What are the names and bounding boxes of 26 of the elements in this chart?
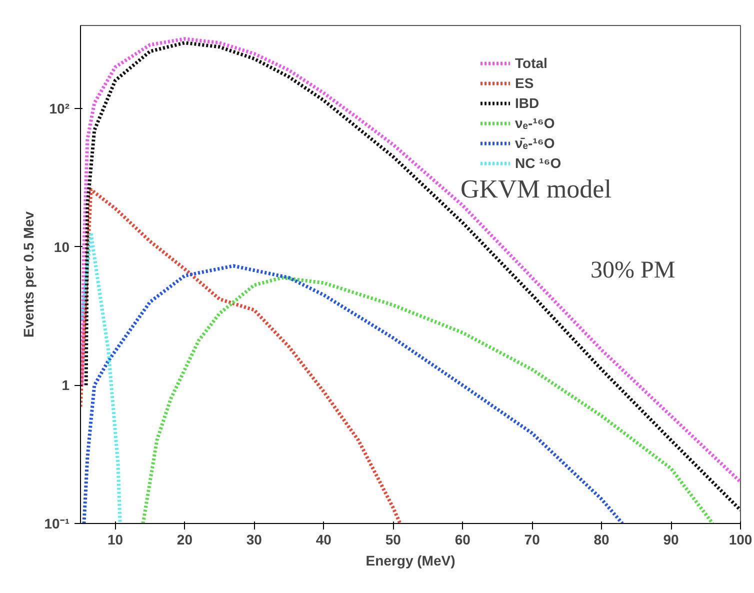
y-tick-label: 10² xyxy=(49,100,70,117)
x-axis-title: Energy (MeV) xyxy=(366,552,456,568)
x-tick-label: 70 xyxy=(524,532,540,548)
x-tick-label: 90 xyxy=(663,532,680,548)
y-tick-label: 10 xyxy=(54,238,70,255)
x-tick-label: 20 xyxy=(176,532,193,548)
annotation: GKVM model xyxy=(460,174,612,204)
legend-label: NC ¹⁶O xyxy=(515,155,562,171)
y-tick-label: 10⁻¹ xyxy=(44,516,70,532)
legend-label: IBD xyxy=(515,95,540,111)
x-tick-label: 80 xyxy=(594,532,610,548)
legend-label: ES xyxy=(515,75,535,91)
x-tick-label: 50 xyxy=(385,532,402,548)
y-axis-title: Events per 0.5 Mev xyxy=(20,211,36,338)
line-series xyxy=(80,188,402,524)
legend-label: Total xyxy=(515,55,548,71)
x-tick-label: 10 xyxy=(107,532,124,548)
annotation: 30% PM xyxy=(590,258,676,284)
x-tick-label: 100 xyxy=(728,532,752,548)
x-tick-label: 40 xyxy=(316,532,332,548)
x-tick-label: 60 xyxy=(454,532,471,548)
x-tick-label: 30 xyxy=(246,532,262,548)
legend-label: νₑ-¹⁶O xyxy=(515,115,555,131)
y-tick-label: 1 xyxy=(62,377,70,394)
legend-label: ν̄ₑ-¹⁶O xyxy=(515,135,555,151)
line-series xyxy=(80,230,122,524)
